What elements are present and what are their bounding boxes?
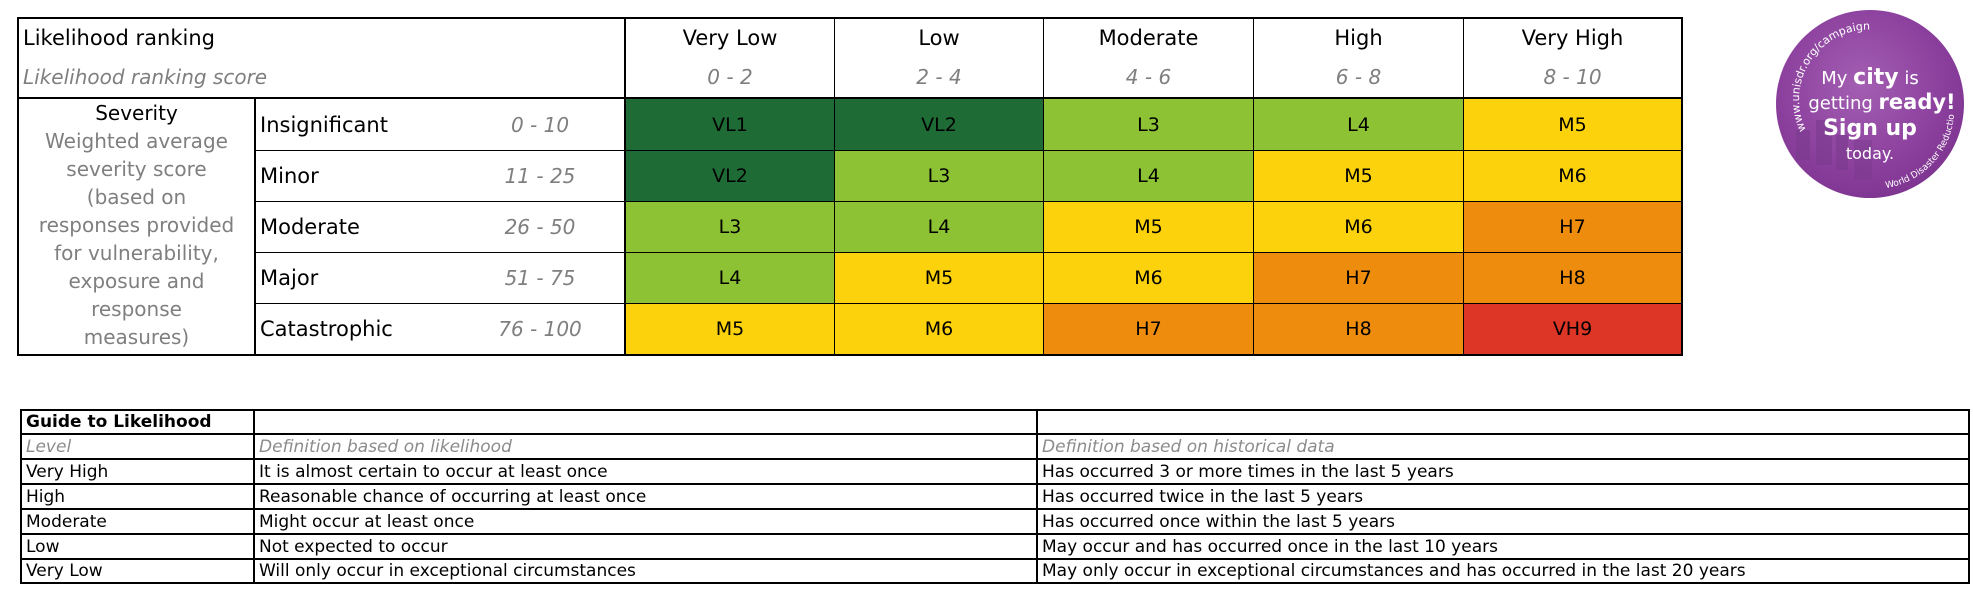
campaign-badge: www.unisdr.org/campaign World Disaster R… xyxy=(1776,10,1964,198)
risk-cell: M5 xyxy=(1253,150,1463,201)
likelihood-ranking-title: Likelihood ranking xyxy=(23,26,215,50)
guide-title-empty-cell xyxy=(254,409,1037,434)
level-header-low: Low xyxy=(834,19,1043,57)
level-range-low: 2 - 4 xyxy=(834,57,1043,97)
severity-range: 26 - 50 xyxy=(456,201,624,252)
guide-cell: May occur and has occurred once in the l… xyxy=(1037,534,1970,559)
guide-cell: Has occurred 3 or more times in the last… xyxy=(1037,459,1970,484)
risk-cell: H7 xyxy=(1253,252,1463,303)
badge-line-4: today. xyxy=(1845,144,1895,163)
badge-line-1: My city is xyxy=(1821,65,1919,90)
severity-range: 51 - 75 xyxy=(456,252,624,303)
guide-cell: Very Low xyxy=(20,559,254,584)
severity-range: 11 - 25 xyxy=(456,150,624,201)
risk-cell: M6 xyxy=(1043,252,1253,303)
level-header-high: High xyxy=(1253,19,1463,57)
guide-column-header: Level xyxy=(20,434,254,459)
severity-name: Insignificant xyxy=(260,112,388,137)
likelihood-ranking-subtitle: Likelihood ranking score xyxy=(23,65,268,89)
risk-cell: L3 xyxy=(834,150,1043,201)
risk-cell: H8 xyxy=(1463,252,1681,303)
risk-cell: M5 xyxy=(834,252,1043,303)
severity-name: Major xyxy=(256,252,456,303)
level-range-very-low: 0 - 2 xyxy=(624,57,834,97)
level-range-moderate: 4 - 6 xyxy=(1043,57,1253,97)
guide-cell: High xyxy=(20,484,254,509)
risk-cell: H7 xyxy=(1043,303,1253,354)
risk-cell: VH9 xyxy=(1463,303,1681,354)
badge-line-3: Sign up xyxy=(1823,116,1917,141)
guide-cell: Has occurred twice in the last 5 years xyxy=(1037,484,1970,509)
guide-cell: Not expected to occur xyxy=(254,534,1037,559)
badge-line-2: getting ready! xyxy=(1808,90,1956,114)
guide-cell: It is almost certain to occur at least o… xyxy=(254,459,1037,484)
risk-cell: M6 xyxy=(1253,201,1463,252)
guide-cell: Very High xyxy=(20,459,254,484)
severity-desc-line: response xyxy=(91,297,182,321)
guide-column-header: Definition based on historical data xyxy=(1037,434,1970,459)
guide-cell: Reasonable chance of occurring at least … xyxy=(254,484,1037,509)
risk-cell: L3 xyxy=(624,201,834,252)
header-divider xyxy=(19,97,1681,99)
risk-cell: VL1 xyxy=(624,99,834,150)
severity-desc-line: (based on xyxy=(86,185,187,209)
risk-cell: M5 xyxy=(624,303,834,354)
severity-desc-line: exposure and xyxy=(68,269,205,293)
level-header-moderate: Moderate xyxy=(1043,19,1253,57)
risk-matrix: Likelihood ranking Likelihood ranking sc… xyxy=(17,17,1683,356)
badge-ring-icon: www.unisdr.org/campaign World Disaster R… xyxy=(1776,10,1957,191)
risk-cell: L4 xyxy=(1043,150,1253,201)
likelihood-guide-table: Guide to Likelihood Level Definition based… xyxy=(20,409,1970,586)
guide-cell: Might occur at least once xyxy=(254,509,1037,534)
level-range-very-high: 8 - 10 xyxy=(1463,57,1681,97)
risk-cell: L4 xyxy=(834,201,1043,252)
level-header-very-low: Very Low xyxy=(624,19,834,57)
guide-title-empty-cell xyxy=(1037,409,1970,434)
risk-cell: H8 xyxy=(1253,303,1463,354)
risk-cell: M5 xyxy=(1463,99,1681,150)
guide-title: Guide to Likelihood xyxy=(20,409,254,434)
risk-cell: L4 xyxy=(624,252,834,303)
guide-cell: Low xyxy=(20,534,254,559)
severity-desc-line: for vulnerability, xyxy=(54,241,219,265)
risk-cell: L4 xyxy=(1253,99,1463,150)
level-header-very-high: Very High xyxy=(1463,19,1681,57)
severity-desc-line: responses provided xyxy=(38,213,235,237)
guide-cell: Has occurred once within the last 5 year… xyxy=(1037,509,1970,534)
risk-cell: M6 xyxy=(834,303,1043,354)
severity-range: 76 - 100 xyxy=(456,303,624,354)
guide-column-header: Definition based on likelihood xyxy=(254,434,1037,459)
severity-name: Catastrophic xyxy=(256,303,456,354)
severity-name: Moderate xyxy=(256,201,456,252)
risk-cell: L3 xyxy=(1043,99,1253,150)
risk-cell: H7 xyxy=(1463,201,1681,252)
level-range-high: 6 - 8 xyxy=(1253,57,1463,97)
risk-cell: M6 xyxy=(1463,150,1681,201)
severity-description: Severity Weighted average severity score… xyxy=(19,99,256,354)
severity-desc-line: severity score xyxy=(66,157,207,181)
severity-range: 0 - 10 xyxy=(510,112,570,137)
severity-name: Minor xyxy=(256,150,456,201)
severity-desc-line: Weighted average xyxy=(45,129,228,153)
guide-cell: Will only occur in exceptional circumsta… xyxy=(254,559,1037,584)
severity-desc-line: measures) xyxy=(83,325,190,349)
severity-title: Severity xyxy=(95,101,178,125)
risk-cell: VL2 xyxy=(834,99,1043,150)
guide-cell: Moderate xyxy=(20,509,254,534)
risk-cell: M5 xyxy=(1043,201,1253,252)
guide-cell: May only occur in exceptional circumstan… xyxy=(1037,559,1970,584)
risk-cell: VL2 xyxy=(624,150,834,201)
